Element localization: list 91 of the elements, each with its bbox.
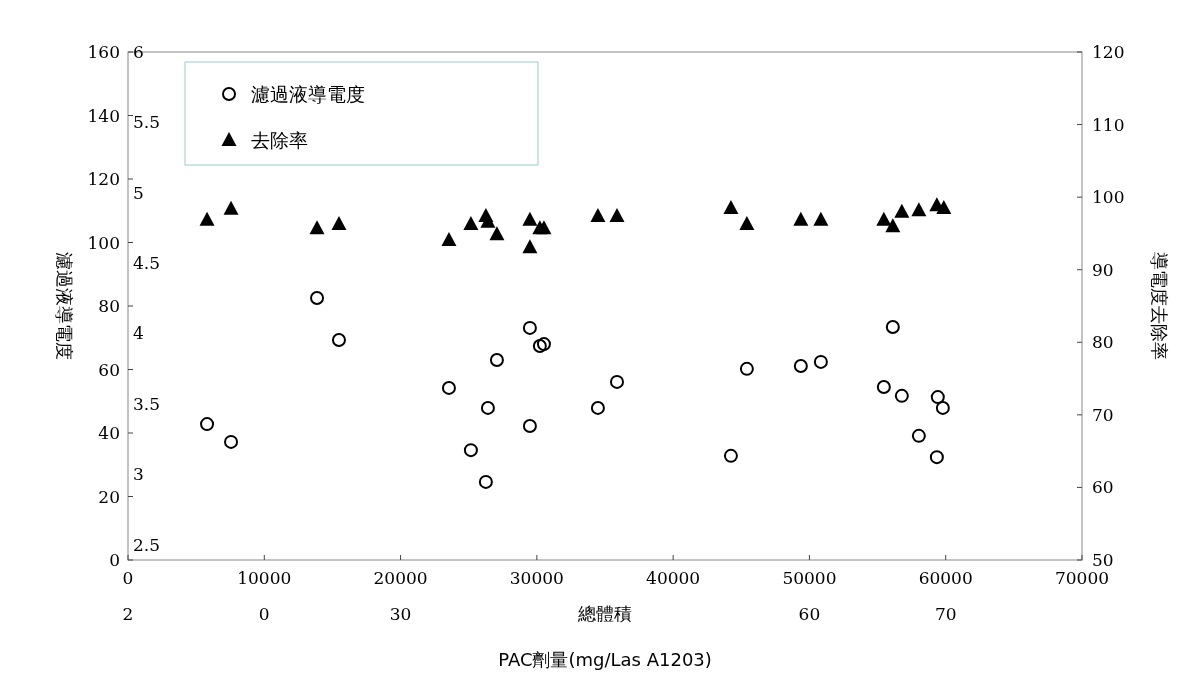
text: 30 [389, 604, 412, 624]
text: 60 [798, 604, 821, 624]
point [463, 215, 479, 230]
point [876, 379, 891, 394]
point [480, 400, 495, 415]
point [489, 226, 505, 241]
y-tick-label: 100 [87, 232, 120, 253]
point [441, 231, 457, 246]
y2-axis-title: 導電度去除率 [1149, 252, 1170, 360]
y-tick-label: 40 [98, 423, 120, 443]
point [478, 474, 493, 489]
y-tick-label: 80 [98, 296, 120, 316]
x2-axis-title: PAC劑量(mg/Las A1203) [498, 649, 712, 670]
text: 2 [122, 604, 134, 624]
x-tick-label: 30000 [509, 568, 564, 588]
point [522, 320, 537, 335]
point [739, 215, 755, 230]
point [224, 434, 239, 449]
y3-tick-label: 5 [133, 182, 144, 203]
y2-tick-label: 50 [1092, 550, 1114, 570]
y2-tick-label: 120 [1092, 42, 1125, 62]
x-tick-label: 70000 [1054, 568, 1110, 588]
point [930, 390, 945, 405]
point [309, 220, 325, 235]
x-tick-label: 60000 [918, 568, 973, 588]
point [793, 211, 809, 226]
point [793, 359, 808, 374]
point [532, 339, 547, 354]
point [723, 448, 738, 463]
y2-tick-label: 80 [1092, 332, 1114, 353]
point [876, 211, 892, 226]
x-tick-label: 50000 [782, 568, 837, 588]
point [935, 400, 950, 415]
y2-tick-label: 90 [1092, 259, 1114, 280]
y-tick-label: 160 [87, 42, 120, 62]
x-axis-title: 總體積 [577, 603, 632, 624]
x-tick-label: 40000 [646, 568, 701, 588]
point [929, 450, 944, 465]
point [200, 417, 215, 432]
y2-tick-label: 60 [1092, 477, 1114, 498]
y2-tick-label: 110 [1092, 114, 1125, 135]
legend-label: 去除率 [251, 129, 308, 151]
y-tick-label: 140 [87, 105, 120, 126]
legend-label: 濾過液導電度 [251, 83, 365, 105]
point [885, 319, 900, 334]
x-tick-label: 20000 [373, 568, 428, 588]
point [310, 291, 325, 306]
point [885, 218, 901, 233]
point [522, 211, 538, 226]
y-axis-title: 濾過液導電度 [54, 252, 75, 360]
point [522, 239, 538, 254]
y3-tick-label: 4 [133, 323, 144, 344]
y-tick-label: 60 [98, 359, 120, 380]
y3-tick-label: 2.5 [133, 534, 161, 555]
point [331, 332, 346, 347]
point [536, 337, 551, 352]
point [813, 354, 828, 369]
text: 0 [258, 604, 270, 624]
point [894, 388, 909, 403]
point [536, 220, 552, 235]
point [894, 203, 910, 218]
point [936, 200, 952, 215]
point [813, 211, 829, 226]
point [441, 380, 456, 395]
y3-tick-label: 3 [133, 464, 144, 485]
x-tick-label: 10000 [237, 568, 292, 588]
y3-tick-label: 4.5 [133, 253, 161, 274]
point [609, 208, 625, 223]
point [723, 200, 739, 215]
y2-tick-label: 100 [1092, 187, 1125, 208]
y3-tick-label: 3.5 [133, 393, 161, 414]
y3-tick-label: 5.5 [133, 112, 161, 133]
text: 70 [934, 604, 957, 624]
point [609, 374, 624, 389]
point [489, 352, 504, 367]
y2-tick-label: 70 [1092, 404, 1114, 425]
y-tick-label: 0 [109, 550, 120, 570]
point [739, 361, 754, 376]
y-tick-label: 120 [87, 169, 120, 189]
point [590, 208, 606, 223]
y3-tick-label: 6 [133, 42, 144, 62]
y-tick-label: 20 [98, 486, 120, 507]
point [911, 428, 926, 443]
point [331, 215, 347, 230]
point [199, 211, 215, 226]
point [911, 202, 927, 217]
point [522, 419, 537, 434]
x-tick-label: 0 [122, 568, 134, 588]
point [223, 200, 239, 215]
point [463, 443, 478, 458]
point [590, 400, 605, 415]
